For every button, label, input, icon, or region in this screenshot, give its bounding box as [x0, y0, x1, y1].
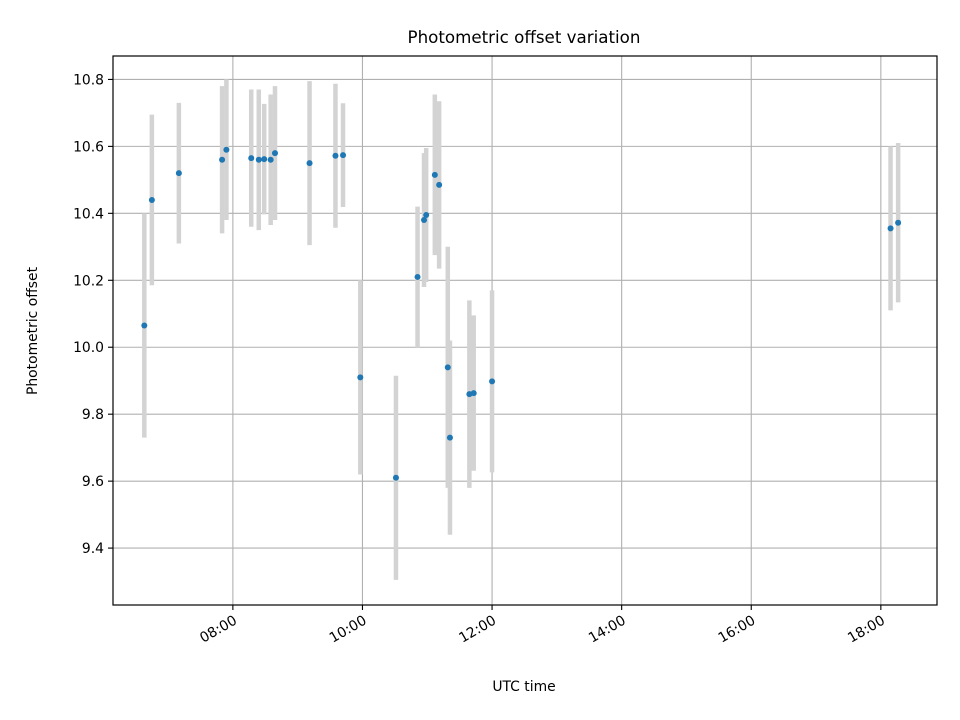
data-point	[444, 364, 451, 371]
data-point	[255, 156, 262, 163]
chart-title: Photometric offset variation	[408, 27, 641, 47]
y-tick-label: 9.4	[82, 541, 104, 557]
data-point	[470, 390, 477, 397]
data-point	[414, 273, 421, 280]
y-tick-label: 10.0	[73, 340, 104, 356]
data-point	[271, 150, 278, 157]
data-point	[436, 181, 443, 188]
y-tick-label: 10.6	[73, 139, 104, 155]
data-point	[489, 378, 496, 385]
data-point	[267, 156, 274, 163]
data-point	[887, 225, 894, 232]
data-point	[332, 152, 339, 159]
y-axis-label: Photometric offset	[25, 266, 41, 395]
data-point	[219, 156, 226, 163]
x-axis-label: UTC time	[492, 679, 555, 695]
data-point	[357, 374, 364, 381]
y-tick-label: 9.6	[82, 474, 104, 490]
data-point	[141, 322, 148, 329]
data-point	[392, 474, 399, 481]
data-point	[223, 146, 230, 153]
data-point	[306, 160, 313, 167]
y-axis: 9.4 9.6 9.8 10.0 10.2 10.4 10.6 10.8	[73, 72, 113, 557]
y-tick-label: 10.8	[73, 72, 104, 88]
y-tick-label: 10.2	[73, 273, 104, 289]
data-point	[423, 212, 430, 219]
data-point	[421, 217, 428, 224]
data-point	[175, 170, 182, 177]
plot-frame	[112, 55, 938, 606]
data-point	[248, 155, 255, 162]
data-point	[148, 196, 155, 203]
data-point	[446, 434, 453, 441]
data-point	[895, 219, 902, 226]
data-point	[340, 152, 347, 159]
data-point	[431, 171, 438, 178]
data-point	[261, 156, 268, 163]
data-points	[141, 146, 902, 481]
y-tick-label: 10.4	[73, 206, 104, 222]
y-tick-label: 9.8	[82, 407, 104, 423]
